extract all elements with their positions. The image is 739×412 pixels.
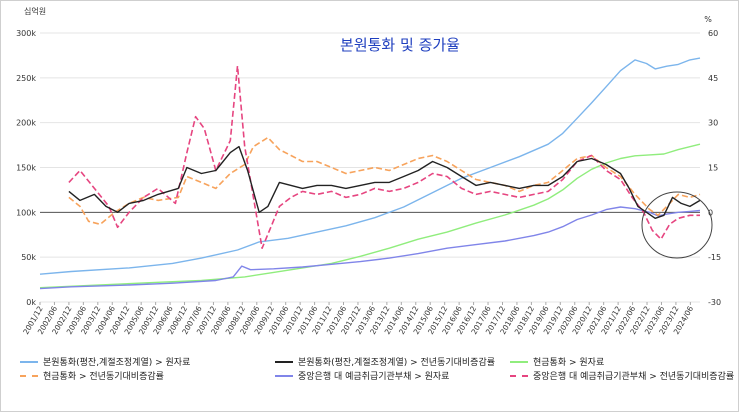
- left-tick-label: 150k: [16, 164, 36, 173]
- series-line-3: [68, 136, 701, 226]
- right-tick-label: -30: [708, 298, 721, 307]
- legend: 본원통화(평잔,계절조정계열) > 원자료 본원통화(평잔,계절조정계열) > 전…: [20, 355, 734, 395]
- series-line-4: [39, 206, 701, 290]
- right-tick-label: 45: [708, 74, 718, 83]
- legend-label: 현금통화 > 전년동기대비증감률: [43, 372, 164, 382]
- series-line-0: [39, 57, 701, 275]
- chart-title: 본원통화 및 증가율: [340, 36, 460, 54]
- series-group: [39, 57, 701, 290]
- left-tick-label: 0k: [26, 298, 36, 307]
- axes: 0k 50k 100k 150k 200k 250k 300k -30 -15 0 15 30 45 60…: [16, 29, 721, 336]
- left-tick-label: 100k: [16, 208, 36, 217]
- series-line-1: [68, 145, 701, 219]
- right-tick-label: 0: [708, 208, 713, 217]
- right-tick-label: 15: [708, 164, 718, 173]
- series-line-2: [39, 143, 701, 289]
- legend-item[interactable]: 중앙은행 대 예금취급기관부채 > 원자료: [275, 369, 449, 382]
- legend-label: 현금통화 > 원자료: [533, 358, 605, 368]
- legend-item[interactable]: 현금통화 > 원자료: [510, 355, 604, 368]
- legend-label: 본원통화(평잔,계절조정계열) > 원자료: [43, 358, 191, 368]
- legend-label: 중앙은행 대 예금취급기관부채 > 원자료: [298, 372, 450, 382]
- legend-swatch: [20, 374, 38, 377]
- legend-label: 중앙은행 대 예금취급기관부채 > 전년동기대비증감률: [533, 372, 735, 382]
- left-tick-label: 250k: [16, 74, 36, 83]
- grid: [40, 32, 700, 303]
- left-tick-label: 200k: [16, 119, 36, 128]
- series-line-5: [68, 65, 700, 249]
- left-axis-unit: 십억원: [24, 6, 46, 16]
- legend-swatch: [510, 360, 528, 363]
- left-tick-label: 50k: [21, 253, 36, 262]
- legend-item[interactable]: 중앙은행 대 예금취급기관부채 > 전년동기대비증감률: [510, 369, 734, 382]
- right-tick-label: 30: [708, 119, 718, 128]
- legend-swatch: [275, 374, 293, 377]
- right-tick-label: 60: [708, 29, 718, 38]
- legend-item[interactable]: 현금통화 > 전년동기대비증감률: [20, 369, 164, 382]
- right-axis-unit: %: [704, 15, 712, 24]
- legend-swatch: [20, 360, 38, 363]
- legend-item[interactable]: 본원통화(평잔,계절조정계열) > 원자료: [20, 355, 190, 368]
- highlight-circle: [641, 191, 713, 259]
- legend-swatch: [510, 374, 528, 377]
- right-tick-label: -15: [708, 253, 721, 262]
- legend-label: 본원통화(평잔,계절조정계열) > 전년동기대비증감률: [298, 358, 496, 368]
- left-tick-label: 300k: [16, 29, 36, 38]
- legend-swatch: [275, 360, 293, 363]
- legend-item[interactable]: 본원통화(평잔,계절조정계열) > 전년동기대비증감률: [275, 355, 495, 368]
